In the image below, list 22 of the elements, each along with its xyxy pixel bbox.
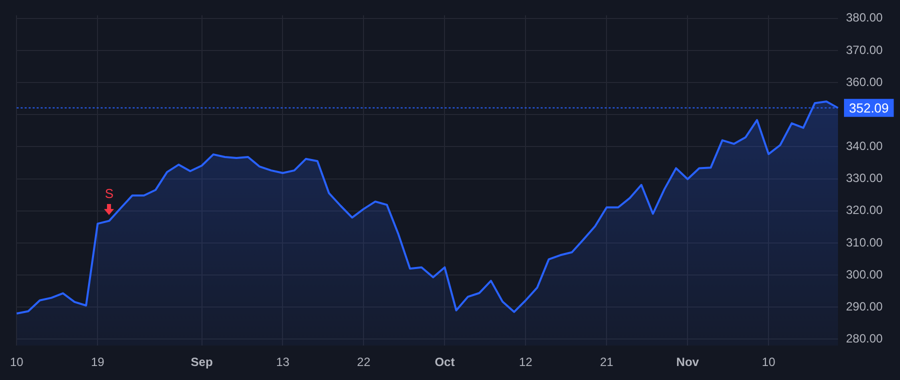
annotation: S bbox=[104, 186, 114, 201]
x-tick-label: 13 bbox=[276, 355, 290, 370]
y-tick-label: 330.00 bbox=[846, 171, 884, 186]
y-tick-label: 380.00 bbox=[846, 10, 884, 25]
x-tick-label: 22 bbox=[357, 355, 371, 370]
x-tick-label: Nov bbox=[676, 355, 700, 370]
x-tick-label: 10 bbox=[10, 355, 24, 370]
y-tick-label: 360.00 bbox=[846, 74, 884, 89]
x-tick-label: Oct bbox=[434, 355, 455, 370]
x-tick-label: 10 bbox=[762, 355, 776, 370]
y-tick-label: 280.00 bbox=[846, 331, 884, 346]
ref-line-label: 352.09 bbox=[849, 100, 889, 116]
y-tick-label: 290.00 bbox=[846, 299, 884, 314]
y-tick-label: 340.00 bbox=[846, 139, 884, 154]
x-tick-label: 19 bbox=[90, 355, 105, 370]
y-tick-label: 310.00 bbox=[846, 235, 884, 250]
y-tick-label: 320.00 bbox=[846, 203, 884, 218]
x-tick-label: 12 bbox=[518, 355, 533, 370]
y-tick-label: 300.00 bbox=[846, 267, 884, 282]
x-tick-label: Sep bbox=[190, 355, 213, 370]
y-tick-label: 370.00 bbox=[846, 42, 884, 57]
x-tick-label: 21 bbox=[600, 355, 614, 370]
